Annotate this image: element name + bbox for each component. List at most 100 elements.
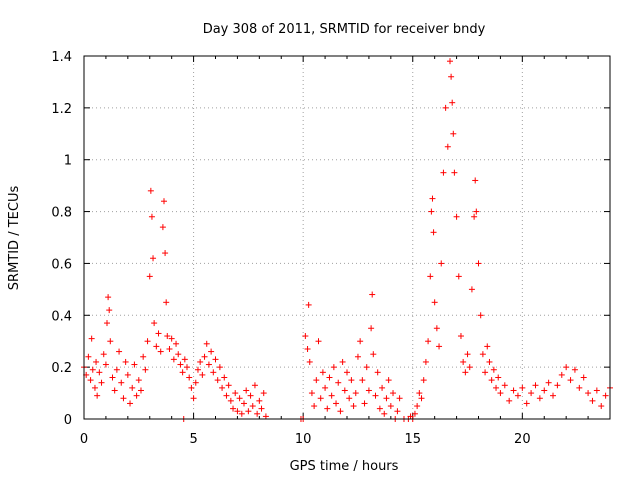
data-point bbox=[563, 364, 570, 371]
data-point bbox=[304, 345, 311, 352]
data-point bbox=[359, 377, 366, 384]
data-point bbox=[234, 408, 241, 415]
grid-layer bbox=[84, 56, 610, 419]
data-point bbox=[113, 366, 120, 373]
data-point bbox=[221, 374, 228, 381]
data-point bbox=[175, 351, 182, 358]
data-point bbox=[330, 364, 337, 371]
data-point bbox=[163, 299, 170, 306]
data-point bbox=[192, 379, 199, 386]
data-point bbox=[348, 377, 355, 384]
data-point bbox=[148, 213, 155, 220]
data-point bbox=[490, 366, 497, 373]
data-point bbox=[150, 255, 157, 262]
data-point bbox=[212, 356, 219, 363]
data-point bbox=[324, 405, 331, 412]
data-point bbox=[344, 369, 350, 376]
data-point bbox=[194, 366, 201, 373]
data-point bbox=[142, 366, 149, 373]
data-point bbox=[225, 382, 232, 389]
data-point bbox=[416, 390, 423, 397]
data-point bbox=[129, 384, 136, 391]
data-point bbox=[251, 382, 258, 389]
data-point bbox=[223, 392, 230, 399]
data-point bbox=[319, 369, 326, 376]
data-point bbox=[151, 320, 158, 327]
data-point bbox=[436, 343, 443, 350]
data-point bbox=[203, 340, 210, 347]
y-tick-label: 0.2 bbox=[51, 361, 72, 376]
data-point bbox=[159, 224, 166, 231]
data-point bbox=[550, 392, 557, 399]
data-point bbox=[554, 382, 561, 389]
data-point bbox=[311, 403, 318, 410]
y-tick-label: 0 bbox=[64, 413, 72, 428]
data-point bbox=[170, 356, 177, 363]
data-point bbox=[414, 403, 421, 410]
data-point bbox=[188, 384, 195, 391]
data-point bbox=[486, 358, 493, 365]
data-point bbox=[322, 384, 329, 391]
data-point bbox=[385, 377, 392, 384]
data-point bbox=[155, 330, 162, 337]
data-point bbox=[131, 361, 138, 368]
data-point bbox=[315, 338, 322, 345]
data-point bbox=[89, 366, 96, 373]
data-point bbox=[357, 338, 364, 345]
data-point bbox=[256, 397, 263, 404]
data-point bbox=[230, 405, 237, 412]
data-point bbox=[447, 58, 454, 65]
data-point bbox=[227, 397, 234, 404]
data-point bbox=[116, 348, 123, 355]
data-point bbox=[365, 387, 372, 394]
data-point bbox=[438, 260, 445, 267]
data-point bbox=[387, 403, 394, 410]
data-point bbox=[455, 273, 462, 280]
data-point bbox=[135, 377, 142, 384]
data-point bbox=[429, 195, 436, 202]
y-tick-label: 1 bbox=[64, 154, 72, 169]
data-point bbox=[472, 177, 479, 184]
data-point bbox=[335, 379, 342, 386]
data-point bbox=[394, 408, 401, 415]
data-point bbox=[514, 392, 521, 399]
data-point bbox=[346, 395, 353, 402]
data-point bbox=[190, 395, 197, 402]
data-point bbox=[477, 312, 484, 319]
data-point bbox=[451, 169, 458, 176]
y-tick-label: 0.8 bbox=[51, 206, 72, 221]
data-point bbox=[425, 338, 432, 345]
data-point bbox=[157, 348, 164, 355]
data-point bbox=[440, 169, 447, 176]
data-point bbox=[541, 387, 548, 394]
data-point bbox=[464, 351, 471, 358]
data-point bbox=[186, 374, 193, 381]
data-point bbox=[313, 377, 320, 384]
data-point bbox=[124, 371, 131, 378]
data-point bbox=[111, 387, 118, 394]
data-point bbox=[105, 294, 112, 301]
data-point bbox=[306, 358, 313, 365]
data-point bbox=[528, 390, 535, 397]
data-point bbox=[258, 405, 265, 412]
data-point bbox=[523, 400, 530, 407]
data-point bbox=[232, 390, 239, 397]
data-point bbox=[140, 353, 147, 360]
data-point bbox=[519, 384, 526, 391]
data-point bbox=[457, 333, 464, 340]
data-point bbox=[168, 335, 175, 342]
data-point bbox=[420, 377, 427, 384]
data-point bbox=[585, 390, 592, 397]
data-point bbox=[87, 377, 94, 384]
data-point bbox=[558, 371, 565, 378]
data-point bbox=[166, 345, 173, 352]
data-point bbox=[466, 364, 473, 371]
data-point bbox=[576, 384, 583, 391]
data-point bbox=[589, 397, 596, 404]
data-point bbox=[181, 356, 188, 363]
data-point bbox=[199, 371, 206, 378]
data-point bbox=[567, 377, 574, 384]
data-point bbox=[339, 358, 346, 365]
data-point bbox=[473, 208, 480, 215]
